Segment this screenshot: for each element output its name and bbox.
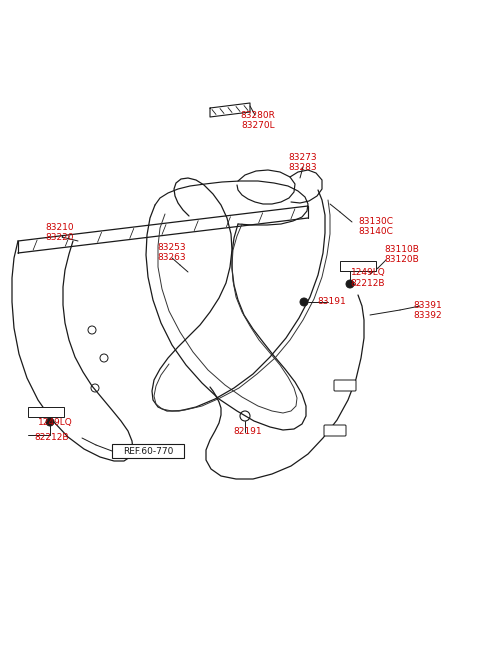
Text: 82212B: 82212B — [351, 279, 385, 289]
Text: 83391: 83391 — [414, 302, 443, 310]
Text: 83220: 83220 — [46, 234, 74, 243]
Text: 83273: 83273 — [288, 152, 317, 161]
Text: 83270L: 83270L — [241, 121, 275, 129]
Circle shape — [46, 418, 54, 426]
Circle shape — [300, 298, 308, 306]
Text: 1249LQ: 1249LQ — [350, 268, 385, 276]
Text: 83283: 83283 — [288, 163, 317, 171]
Text: 83253: 83253 — [158, 243, 186, 253]
FancyBboxPatch shape — [324, 425, 346, 436]
Bar — [340, 261, 376, 271]
FancyBboxPatch shape — [334, 380, 356, 391]
Text: REF.60-770: REF.60-770 — [123, 447, 173, 455]
Text: 83263: 83263 — [158, 253, 186, 262]
Text: 83110B: 83110B — [384, 245, 420, 255]
Text: 83140C: 83140C — [359, 228, 394, 237]
Circle shape — [346, 280, 354, 288]
Bar — [28, 407, 64, 417]
Text: 83120B: 83120B — [384, 255, 420, 264]
Text: 83392: 83392 — [414, 312, 442, 321]
Text: 83191: 83191 — [318, 298, 347, 306]
Text: 83280R: 83280R — [240, 110, 276, 119]
Text: 1249LQ: 1249LQ — [37, 417, 72, 426]
Text: 82212B: 82212B — [35, 432, 69, 441]
Text: 82191: 82191 — [234, 428, 262, 436]
Text: 83210: 83210 — [46, 224, 74, 232]
Bar — [112, 444, 184, 458]
Text: 83130C: 83130C — [359, 218, 394, 226]
